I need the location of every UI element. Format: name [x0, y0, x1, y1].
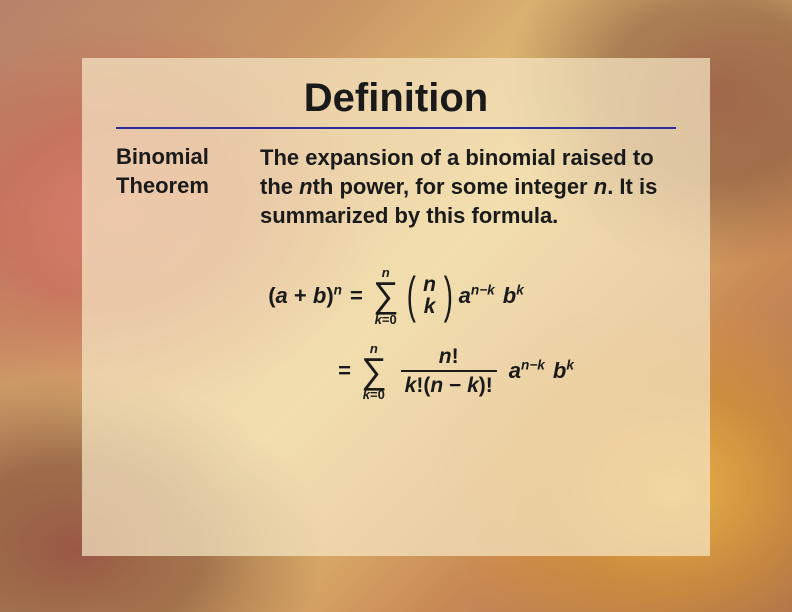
desc-text-mid: power, for some integer [333, 174, 593, 199]
frac-num-n: n [439, 345, 452, 368]
binomial-coefficient: n k [423, 274, 436, 318]
sigma-symbol-2: ∑ [361, 356, 387, 387]
sigma-bottom-2: k=0 [363, 388, 385, 401]
sigma-1: n ∑ k=0 [373, 266, 399, 326]
binom-close: ) [444, 273, 453, 318]
term-a-exp-2: n−k [521, 358, 545, 373]
fraction-denominator: k!(n − k)! [401, 370, 497, 398]
term-b-1: bk [503, 283, 524, 309]
term-b-base-1: b [503, 283, 516, 308]
sigma-bot-k-1: k [375, 312, 382, 327]
term-a-base-1: a [459, 283, 471, 308]
desc-var-n2: n [594, 174, 607, 199]
lhs-a: a [276, 283, 288, 308]
binom-bottom: k [424, 296, 436, 318]
frac-den-bang2: ! [486, 374, 493, 397]
lhs-plus: + [288, 283, 313, 308]
term-label: Binomial Theorem [116, 143, 234, 230]
frac-den-close: ) [479, 374, 486, 397]
term-a-1: an−k [459, 283, 495, 309]
fraction-numerator: n! [433, 345, 465, 371]
binom-open: ( [406, 273, 415, 318]
definition-row: Binomial Theorem The expansion of a bino… [116, 143, 676, 230]
title-underline [116, 127, 676, 129]
term-a-2: an−k [509, 358, 545, 384]
sigma-bot-eq-2: = [370, 387, 378, 402]
fraction: n! k!(n − k)! [401, 345, 497, 398]
formula-line-1: (a + b)n = n ∑ k=0 ( n k ) an−kbk [268, 266, 524, 326]
sigma-bottom-1: k=0 [375, 313, 397, 326]
lhs-exp: n [334, 283, 342, 298]
frac-num-bang: ! [452, 345, 459, 368]
frac-den-k2: k [467, 374, 479, 397]
sigma-2: n ∑ k=0 [361, 342, 387, 402]
sigma-symbol-1: ∑ [373, 280, 399, 311]
frac-den-n: n [430, 374, 443, 397]
lhs: (a + b)n [268, 283, 342, 309]
equals-2: = [338, 358, 351, 384]
formula-line-2: = n ∑ k=0 n! k!(n − k)! an−kbk [218, 342, 574, 402]
term-b-2: bk [553, 358, 574, 384]
term-b-exp-1: k [516, 283, 524, 298]
term-description: The expansion of a binomial raised to th… [260, 143, 676, 230]
lhs-open: ( [268, 283, 275, 308]
term-a-exp-1: n−k [471, 283, 495, 298]
formula-block: (a + b)n = n ∑ k=0 ( n k ) an−kbk = n ∑ [116, 266, 676, 401]
term-b-base-2: b [553, 358, 566, 383]
binom-top: n [423, 274, 436, 296]
sigma-bot-0-1: 0 [389, 312, 396, 327]
lhs-close: ) [326, 283, 333, 308]
desc-var-n1: n [299, 174, 312, 199]
frac-den-minus: − [443, 374, 467, 397]
frac-den-k: k [405, 374, 417, 397]
lhs-b: b [313, 283, 326, 308]
term-b-exp-2: k [566, 358, 574, 373]
term-a-base-2: a [509, 358, 521, 383]
sigma-bot-k-2: k [363, 387, 370, 402]
definition-panel: Definition Binomial Theorem The expansio… [82, 58, 710, 556]
page-title: Definition [116, 76, 676, 127]
sigma-bot-0-2: 0 [378, 387, 385, 402]
equals-1: = [350, 283, 363, 309]
desc-nth-suffix: th [313, 174, 334, 199]
